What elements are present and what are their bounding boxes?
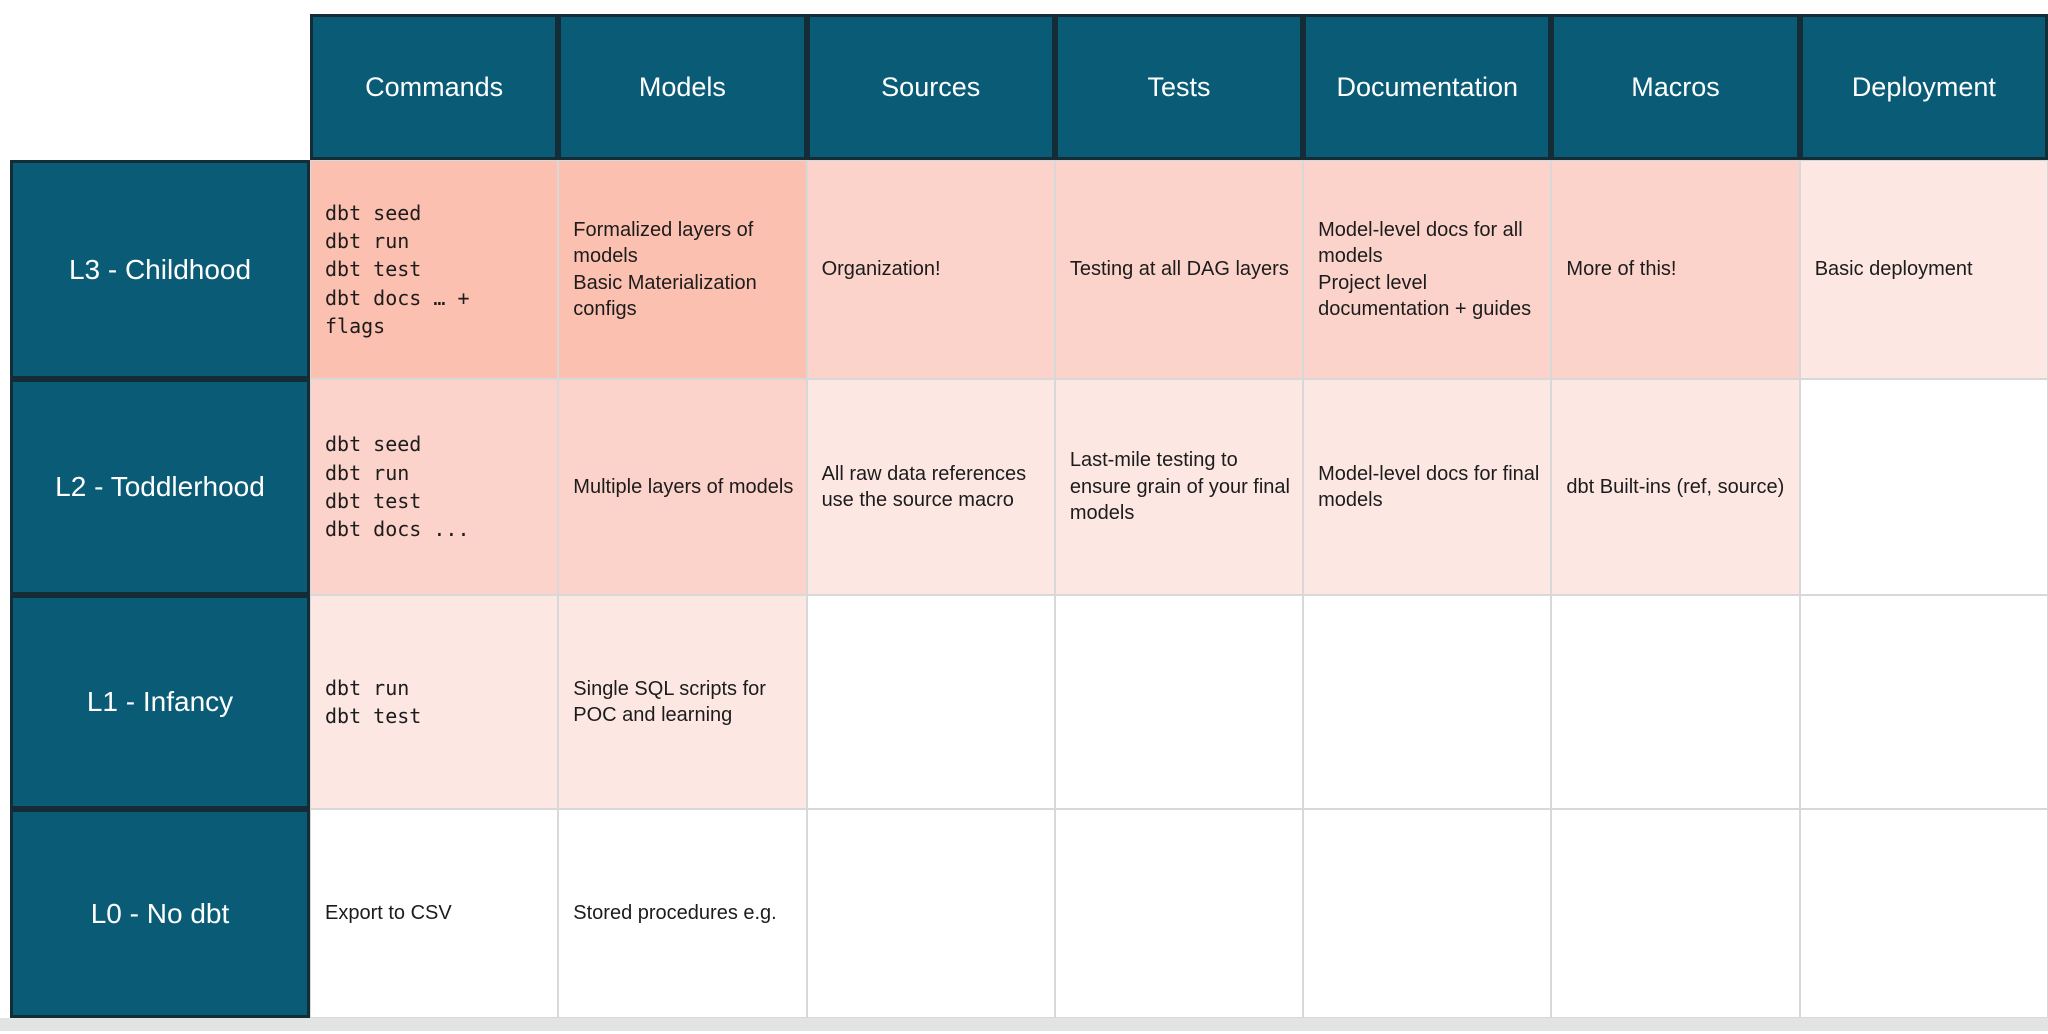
row-header-l0-no-dbt: L0 - No dbt: [10, 809, 310, 1018]
cell-l2-documentation: Model-level docs for final models: [1303, 379, 1552, 595]
cell-l2-tests: Last-mile testing to ensure grain of you…: [1054, 379, 1304, 595]
cell-l1-sources: [806, 595, 1055, 809]
cell-text: dbt run dbt test: [325, 675, 422, 728]
cell-l1-tests: [1054, 595, 1304, 809]
cell-text: Basic deployment: [1814, 258, 1973, 281]
row-header-l2-toddlerhood: L2 - Toddlerhood: [10, 379, 310, 595]
cell-text: Model-level docs for all models Project …: [1318, 218, 1532, 320]
column-header-tests: Tests: [1054, 14, 1304, 160]
cell-l0-commands: Export to CSV: [310, 809, 559, 1018]
cell-l0-macros: [1551, 809, 1800, 1018]
column-header-label: Documentation: [1336, 71, 1519, 102]
cell-l0-tests: [1054, 809, 1304, 1018]
row-header-label: L1 - Infancy: [86, 686, 234, 717]
cell-l1-documentation: [1303, 595, 1552, 809]
cell-l1-deployment: [1799, 595, 2048, 809]
cell-text: All raw data references use the source m…: [821, 462, 1027, 511]
cell-text: Single SQL scripts for POC and learning: [573, 677, 766, 726]
row-header-label: L3 - Childhood: [68, 253, 252, 285]
row-header-l3-childhood: L3 - Childhood: [10, 160, 310, 379]
cell-l0-deployment: [1799, 809, 2048, 1018]
cell-text: dbt seed dbt run dbt test dbt docs ...: [325, 432, 470, 542]
cell-l2-deployment: [1799, 379, 2048, 595]
column-header-models: Models: [558, 14, 807, 160]
bottom-page-edge: [0, 1018, 2048, 1031]
column-header-label: Models: [638, 71, 726, 102]
column-header-label: Deployment: [1851, 71, 1996, 102]
corner-spacer: [10, 14, 310, 160]
row-header-label: L2 - Toddlerhood: [55, 471, 265, 502]
column-header-label: Sources: [881, 71, 981, 102]
cell-l3-commands: dbt seed dbt run dbt test dbt docs … + f…: [310, 160, 559, 379]
cell-text: dbt seed dbt run dbt test dbt docs … + f…: [325, 200, 470, 339]
column-header-macros: Macros: [1551, 14, 1800, 160]
cell-l3-deployment: Basic deployment: [1799, 160, 2048, 379]
maturity-matrix-table: Commands Models Sources Tests Documentat…: [10, 14, 2048, 1018]
cell-l3-models: Formalized layers of models Basic Materi…: [558, 160, 807, 379]
cell-text: Model-level docs for final models: [1318, 462, 1540, 511]
cell-l1-models: Single SQL scripts for POC and learning: [558, 595, 807, 809]
cell-l3-sources: Organization!: [806, 160, 1055, 379]
cell-l1-commands: dbt run dbt test: [310, 595, 559, 809]
cell-l2-sources: All raw data references use the source m…: [806, 379, 1055, 595]
cell-l0-sources: [806, 809, 1055, 1018]
cell-l3-documentation: Model-level docs for all models Project …: [1303, 160, 1552, 379]
cell-text: Testing at all DAG layers: [1069, 258, 1289, 281]
column-header-label: Tests: [1147, 71, 1211, 102]
column-header-commands: Commands: [310, 14, 559, 160]
row-header-l1-infancy: L1 - Infancy: [10, 595, 310, 809]
row-header-label: L0 - No dbt: [90, 897, 230, 929]
column-header-sources: Sources: [806, 14, 1055, 160]
cell-l0-models: Stored procedures e.g.: [558, 809, 807, 1018]
cell-text: dbt Built-ins (ref, source): [1566, 475, 1785, 498]
cell-l1-macros: [1551, 595, 1800, 809]
cell-l2-models: Multiple layers of models: [558, 379, 807, 595]
cell-text: Organization!: [821, 258, 941, 281]
cell-text: Export to CSV: [325, 902, 452, 925]
column-header-documentation: Documentation: [1303, 14, 1552, 160]
cell-text: More of this!: [1566, 258, 1677, 281]
cell-text: Stored procedures e.g.: [573, 902, 777, 925]
cell-l3-tests: Testing at all DAG layers: [1054, 160, 1304, 379]
cell-text: Last-mile testing to ensure grain of you…: [1069, 449, 1290, 525]
column-header-label: Macros: [1631, 71, 1720, 102]
cell-text: Formalized layers of models Basic Materi…: [573, 218, 757, 320]
cell-l2-macros: dbt Built-ins (ref, source): [1551, 379, 1800, 595]
cell-l2-commands: dbt seed dbt run dbt test dbt docs ...: [310, 379, 559, 595]
cell-l3-macros: More of this!: [1551, 160, 1800, 379]
column-header-label: Commands: [365, 71, 504, 102]
cell-text: Multiple layers of models: [573, 475, 794, 498]
column-header-deployment: Deployment: [1799, 14, 2048, 160]
cell-l0-documentation: [1303, 809, 1552, 1018]
